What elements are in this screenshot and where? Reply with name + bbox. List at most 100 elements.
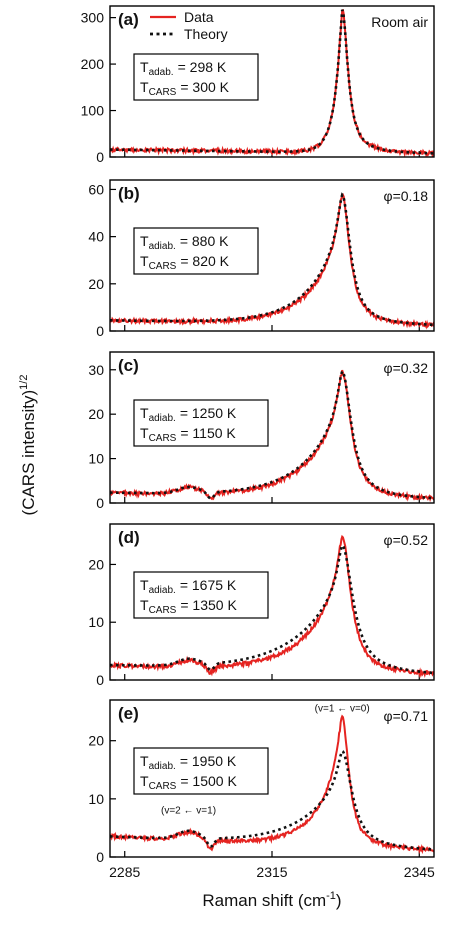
legend-data-label: Data: [184, 9, 214, 25]
y-tick-label: 10: [88, 614, 104, 630]
T-cars-value: = 1350 K: [180, 597, 237, 613]
T-adiab-text: Tadiab. = 880 K: [140, 233, 229, 252]
y-tick-label: 200: [81, 56, 105, 72]
x-tick-label: 2285: [109, 864, 140, 880]
y-tick-label: 100: [81, 103, 105, 119]
T-cars-subscript: CARS: [149, 781, 177, 792]
x-axis-title-main: Raman shift (cm: [202, 891, 326, 910]
corner-label: Room air: [371, 14, 428, 30]
y-tick-label: 30: [88, 362, 104, 378]
y-tick-label: 20: [88, 276, 104, 292]
T-adiab-value: = 1950 K: [180, 753, 237, 769]
T-adiab-text: Tadiab. = 1675 K: [140, 577, 237, 596]
panel-frame: [109, 523, 435, 681]
panel-letter: (a): [118, 10, 139, 29]
T-adiab-value: = 1250 K: [180, 405, 237, 421]
theory-series-line: [110, 543, 434, 675]
T-adiab-subscript: adiab.: [149, 413, 176, 424]
x-tick-label: 2345: [404, 864, 435, 880]
y-tick-label: 300: [81, 10, 105, 26]
T-adiab-symbol: T: [140, 233, 149, 249]
T-cars-value: = 300 K: [180, 79, 229, 95]
y-tick-label: 10: [88, 791, 104, 807]
y-tick-label: 0: [96, 323, 104, 339]
y-axis-title-sup: 1/2: [18, 375, 30, 390]
y-tick-label: 0: [96, 849, 104, 865]
T-adiab-symbol: T: [140, 59, 149, 75]
x-axis-title: Raman shift (cm-1): [202, 890, 341, 910]
transition-annotation: (v=2 ← v=1): [161, 805, 216, 816]
panel-frame: [109, 351, 435, 504]
T-cars-subscript: CARS: [149, 433, 177, 444]
panel-letter: (b): [118, 184, 140, 203]
T-cars-symbol: T: [140, 425, 149, 441]
T-adiab-subscript: adiab.: [149, 241, 176, 252]
T-cars-value: = 1500 K: [180, 773, 237, 789]
T-cars-text: TCARS = 820 K: [140, 253, 230, 272]
T-cars-subscript: CARS: [149, 87, 177, 98]
temperature-box: [133, 399, 269, 447]
data-series-line: [110, 9, 434, 157]
y-tick-label: 20: [88, 406, 104, 422]
y-tick-label: 60: [88, 181, 104, 197]
x-tick-label: 2315: [256, 864, 287, 880]
T-cars-symbol: T: [140, 79, 149, 95]
y-tick-label: 20: [88, 556, 104, 572]
y-tick-label: 10: [88, 451, 104, 467]
data-series-line: [110, 534, 434, 679]
T-cars-text: TCARS = 1500 K: [140, 773, 237, 792]
temperature-box: [133, 227, 259, 275]
corner-label: φ=0.52: [383, 532, 428, 548]
corner-label: φ=0.32: [383, 360, 428, 376]
T-cars-value: = 820 K: [180, 253, 229, 269]
T-cars-text: TCARS = 1350 K: [140, 597, 237, 616]
y-axis-title-main: (CARS intensity): [19, 390, 38, 516]
y-tick-label: 20: [88, 733, 104, 749]
T-cars-value: = 1150 K: [180, 425, 236, 441]
panel-letter: (d): [118, 528, 140, 547]
y-tick-label: 40: [88, 229, 104, 245]
T-adiab-text: Tadab. = 298 K: [140, 59, 227, 78]
T-cars-text: TCARS = 300 K: [140, 79, 230, 98]
T-adiab-symbol: T: [140, 405, 149, 421]
transition-annotation: (v=1 ← v=0): [315, 704, 370, 715]
T-adiab-subscript: adab.: [149, 67, 174, 78]
corner-label: φ=0.71: [383, 708, 428, 724]
theory-series-line: [110, 9, 434, 155]
T-adiab-value: = 1675 K: [180, 577, 237, 593]
corner-label: φ=0.18: [383, 188, 428, 204]
y-axis-title: (CARS intensity)1/2: [18, 375, 38, 516]
T-cars-text: TCARS = 1150 K: [140, 425, 236, 444]
panel-e: 0 10 20 (e) φ=0.71 Tadiab. = 1950 K TCARS = 1500…: [88, 699, 435, 880]
T-adiab-text: Tadiab. = 1250 K: [140, 405, 237, 424]
data-series-line: [110, 192, 434, 330]
T-cars-subscript: CARS: [149, 261, 177, 272]
theory-series-line: [110, 192, 434, 327]
T-cars-symbol: T: [140, 597, 149, 613]
panel-frame: [109, 699, 435, 858]
panel-frame: [109, 5, 435, 158]
T-adiab-text: Tadiab. = 1950 K: [140, 753, 237, 772]
temperature-box: [133, 571, 269, 619]
panel-letter: (e): [118, 704, 139, 723]
T-adiab-subscript: adiab.: [149, 761, 176, 772]
T-cars-symbol: T: [140, 253, 149, 269]
T-adiab-symbol: T: [140, 753, 149, 769]
y-tick-label: 0: [96, 149, 104, 165]
data-series-line: [110, 714, 434, 855]
x-axis-title-end: ): [336, 891, 342, 910]
T-adiab-value: = 880 K: [180, 233, 229, 249]
T-adiab-subscript: adiab.: [149, 585, 176, 596]
T-adiab-value: = 298 K: [178, 59, 227, 75]
temperature-box: [133, 747, 269, 795]
y-tick-label: 0: [96, 495, 104, 511]
T-cars-subscript: CARS: [149, 605, 177, 616]
panel-frame: [109, 179, 435, 332]
